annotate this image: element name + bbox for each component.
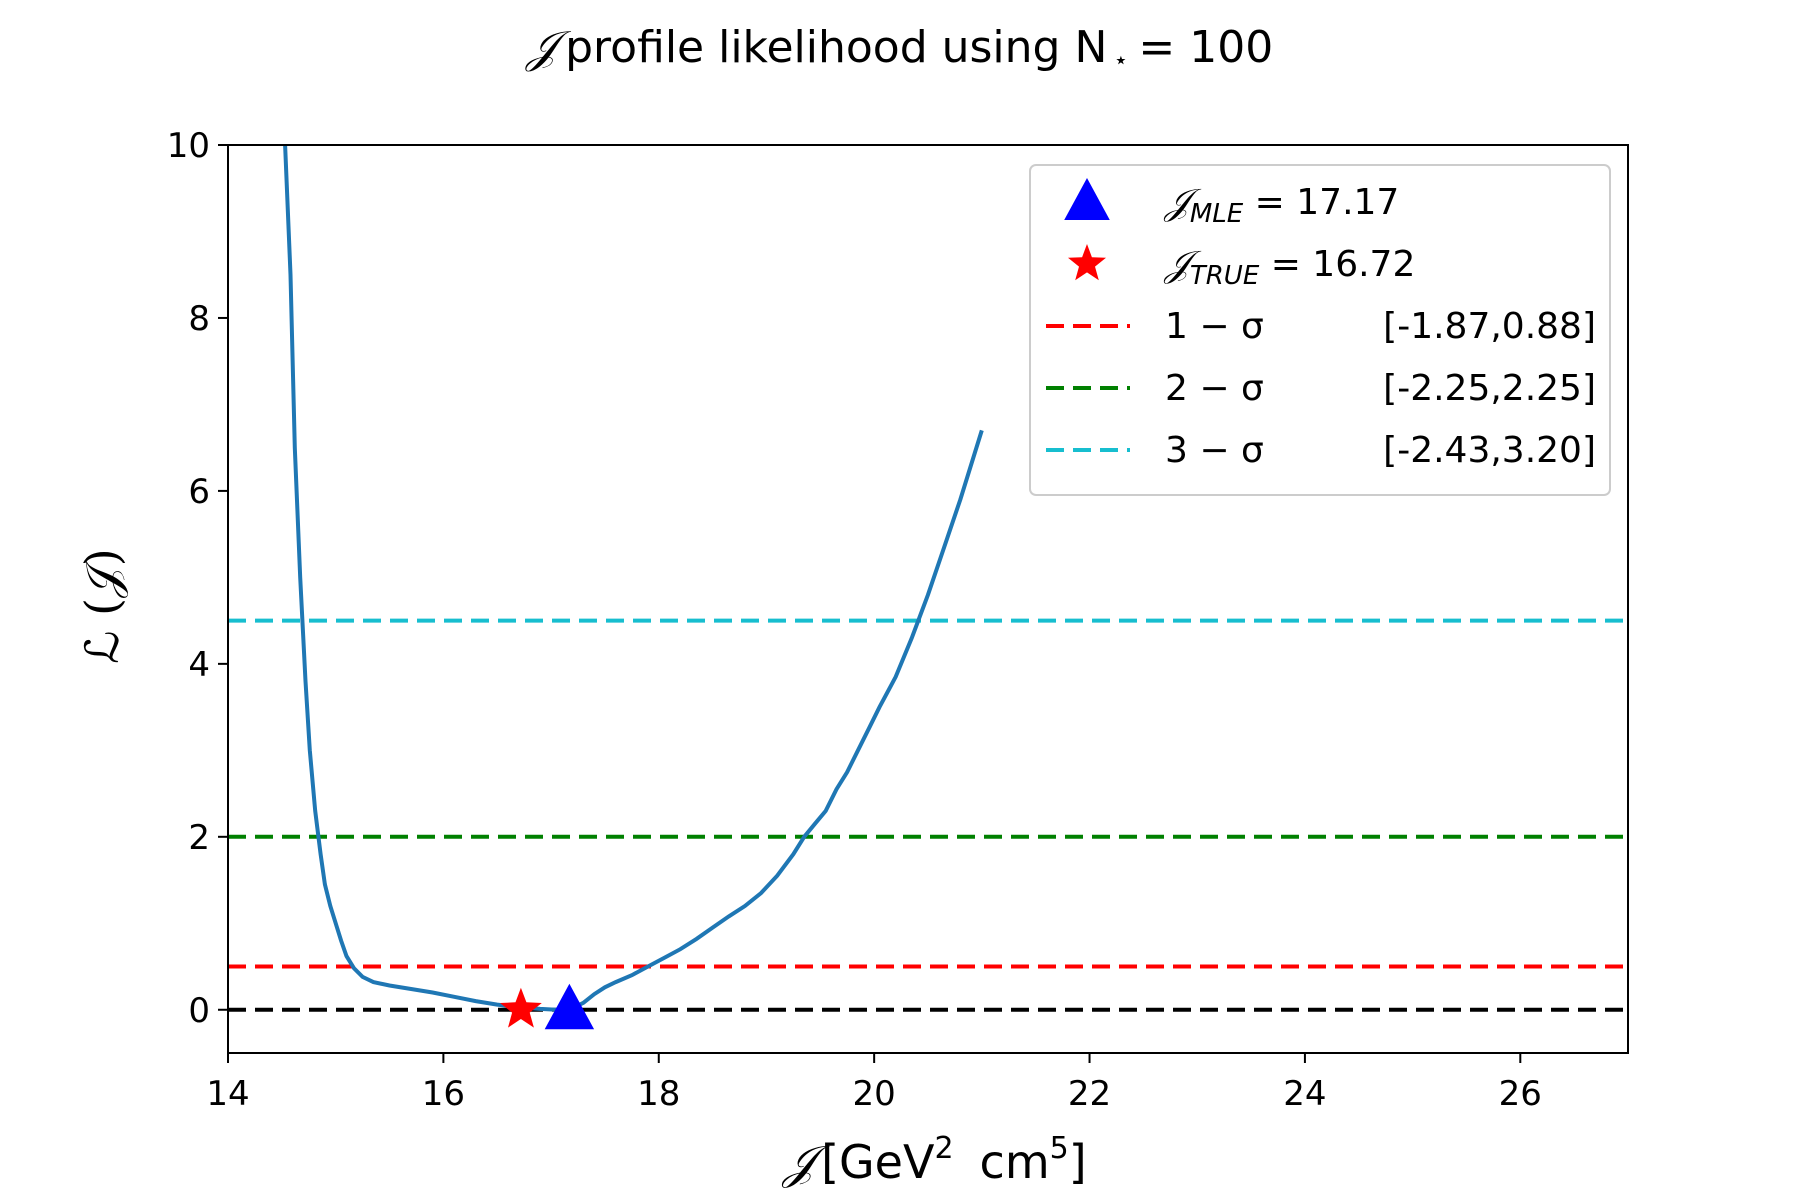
y-tick-label: 10 bbox=[167, 126, 210, 166]
legend-range: [-2.25,2.25] bbox=[1383, 368, 1596, 409]
y-tick-label: 0 bbox=[188, 991, 210, 1031]
x-tick-label: 22 bbox=[1068, 1074, 1111, 1114]
legend-label: 3 − σ bbox=[1165, 430, 1264, 471]
legend-range: [-2.43,3.20] bbox=[1383, 430, 1596, 471]
y-tick-label: 4 bbox=[188, 645, 210, 685]
x-tick-label: 18 bbox=[637, 1074, 680, 1114]
x-tick-label: 20 bbox=[853, 1074, 896, 1114]
x-axis-label: 𝒥 [GeV2 cm5] bbox=[781, 1131, 1086, 1189]
legend-marker-triangle bbox=[1064, 178, 1110, 220]
x-tick-label: 24 bbox=[1283, 1074, 1326, 1114]
y-tick-label: 6 bbox=[188, 472, 210, 512]
legend: 𝒥MLE = 17.17 𝒥TRUE = 16.72 1 − σ [-1.87,0.8… bbox=[1029, 164, 1611, 496]
legend-marker-star bbox=[1068, 244, 1106, 281]
marker-triangle bbox=[544, 983, 595, 1030]
y-axis-label: ℒ (𝒥) bbox=[75, 548, 129, 663]
plot-frame bbox=[227, 144, 1629, 1054]
x-tick-label: 14 bbox=[206, 1074, 249, 1114]
y-tick-label: 2 bbox=[188, 818, 210, 858]
legend-label: 1 − σ bbox=[1165, 306, 1264, 347]
y-tick-label: 8 bbox=[188, 299, 210, 339]
legend-range: [-1.87,0.88] bbox=[1383, 306, 1596, 347]
series-line-0 bbox=[283, 145, 984, 1012]
marker-star bbox=[500, 987, 542, 1028]
legend-label: 2 − σ bbox=[1165, 368, 1264, 409]
legend-label: 𝒥MLE = 17.17 bbox=[1163, 182, 1399, 229]
legend-label: 𝒥TRUE = 16.72 bbox=[1163, 244, 1415, 291]
legend-box bbox=[1029, 164, 1611, 496]
x-tick-label: 16 bbox=[422, 1074, 465, 1114]
x-tick-label: 26 bbox=[1499, 1074, 1542, 1114]
